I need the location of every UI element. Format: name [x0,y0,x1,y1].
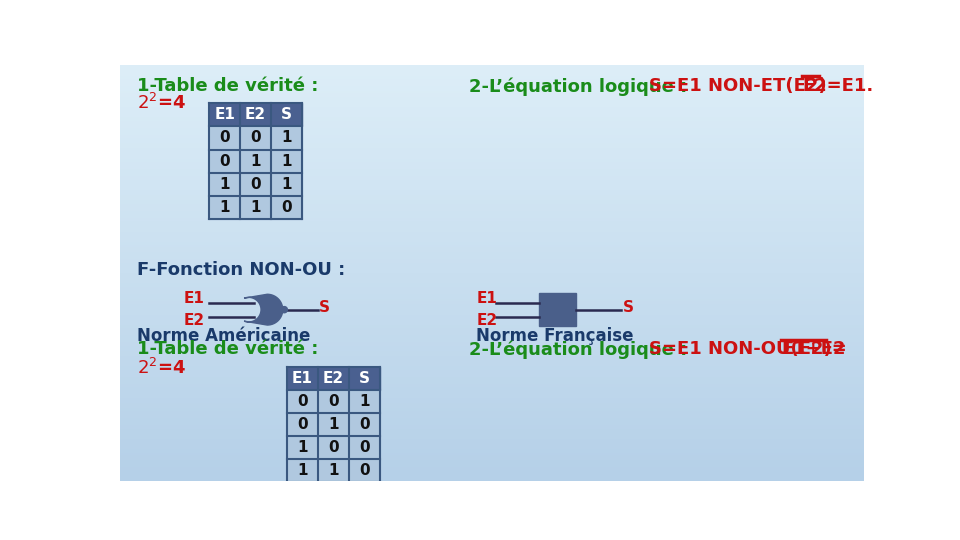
Text: E2: E2 [183,313,204,328]
Text: E1: E1 [183,292,204,306]
Text: 1: 1 [251,153,261,168]
Text: 0: 0 [359,440,370,455]
Text: 0: 0 [359,417,370,432]
Text: 1: 1 [281,131,292,145]
Text: 1: 1 [220,200,229,215]
Bar [287,436,379,459]
Bar [287,459,379,482]
Text: E2: E2 [476,313,497,328]
Text: S=E1 NON-OU(E2)=: S=E1 NON-OU(E2)= [649,340,847,359]
Text: 1-Table de vérité :: 1-Table de vérité : [137,77,319,95]
Circle shape [281,307,287,313]
Text: S: S [319,300,330,315]
Text: 1: 1 [297,440,307,455]
Text: 1: 1 [359,394,370,409]
Bar [287,413,379,436]
Text: F-Fonction NON-OU :: F-Fonction NON-OU : [137,261,346,279]
Text: 1: 1 [328,417,338,432]
Text: E1: E1 [292,370,313,386]
Text: 0: 0 [251,177,261,192]
Text: 0: 0 [297,394,307,409]
Text: 1-Table de vérité :: 1-Table de vérité : [137,340,319,359]
Text: 2-L’équation logique :: 2-L’équation logique : [468,340,693,359]
Bar [209,195,302,219]
Text: 0: 0 [359,463,370,478]
Text: 0: 0 [327,394,339,409]
Text: Norme Américaine: Norme Américaine [137,327,310,345]
Text: 0: 0 [251,131,261,145]
Text: S=E1 NON-ET(E2)=E1.: S=E1 NON-ET(E2)=E1. [649,77,874,95]
Text: $2^2$=4: $2^2$=4 [137,93,186,113]
Text: S: S [623,300,634,315]
Bar [287,367,379,390]
Text: Norme Française: Norme Française [476,327,634,345]
Bar [209,126,302,150]
Text: 1: 1 [297,463,307,478]
Text: 0: 0 [281,200,292,215]
Text: S: S [281,107,292,123]
Text: 1: 1 [281,177,292,192]
Text: 0: 0 [219,131,230,145]
Text: 1: 1 [281,153,292,168]
Bar [540,293,576,326]
Bar [287,390,379,413]
Text: 0: 0 [297,417,307,432]
Text: E2: E2 [323,370,344,386]
Text: 0: 0 [219,153,230,168]
Text: E2: E2 [245,107,266,123]
Text: E1+E2: E1+E2 [781,340,846,359]
Bar [209,103,302,126]
Text: $2^2$=4: $2^2$=4 [137,357,186,377]
Text: 1: 1 [251,200,261,215]
Text: 0: 0 [327,440,339,455]
Text: S: S [359,370,370,386]
Text: E2: E2 [802,77,827,95]
Polygon shape [244,294,283,325]
Text: 1: 1 [220,177,229,192]
Bar [209,173,302,195]
Text: 1: 1 [328,463,338,478]
Bar [209,150,302,173]
Text: E1: E1 [214,107,235,123]
Text: E1: E1 [476,292,497,306]
Text: 2-L’équation logique :: 2-L’équation logique : [468,77,693,96]
